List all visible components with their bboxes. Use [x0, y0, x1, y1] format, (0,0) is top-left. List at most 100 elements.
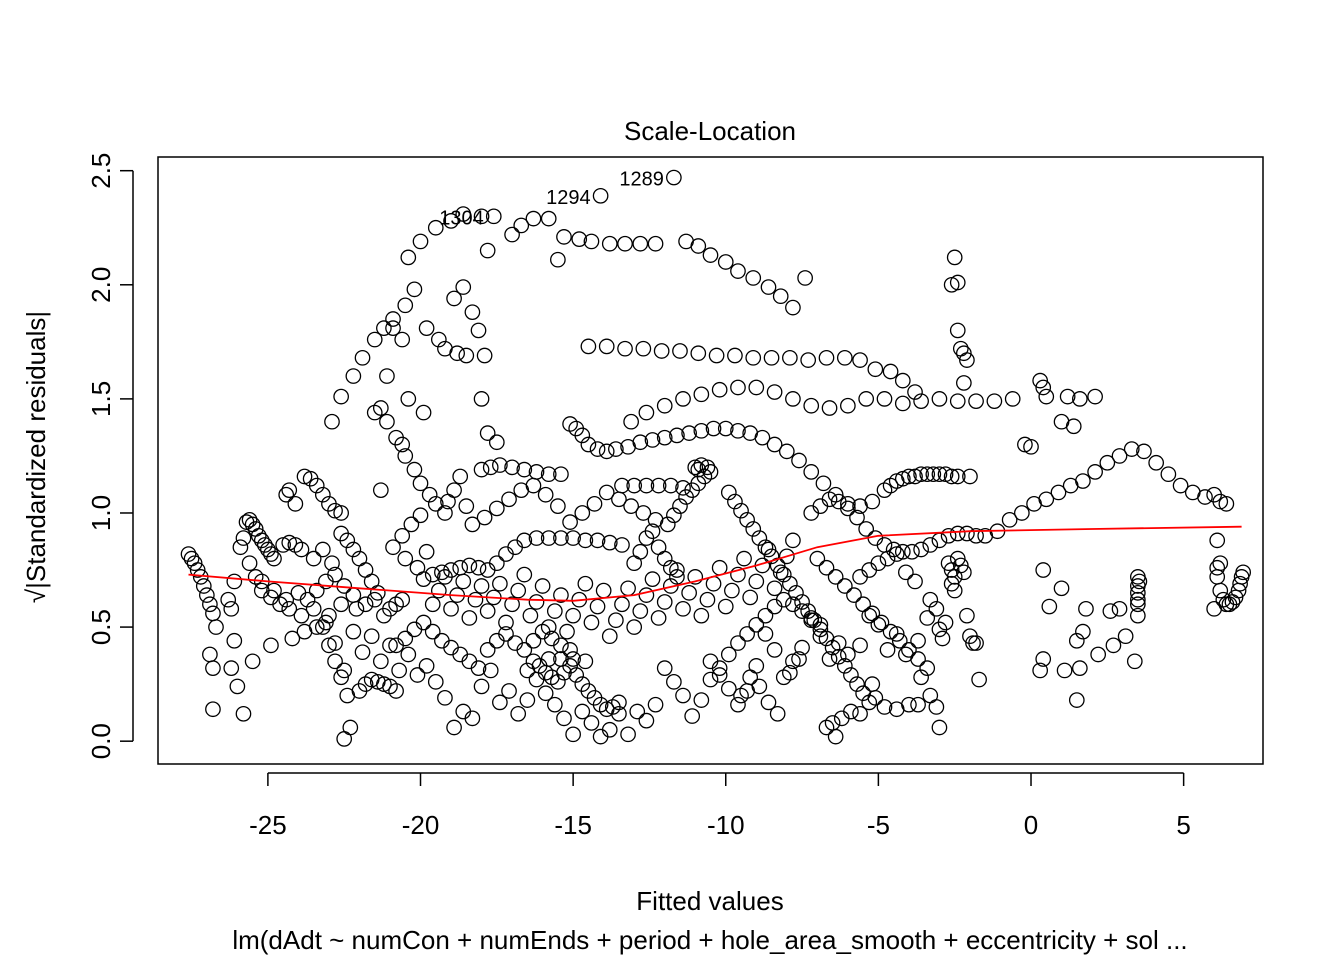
- data-point: [403, 516, 420, 533]
- data-point: [415, 614, 432, 631]
- data-point: [510, 705, 527, 722]
- data-point: [882, 363, 899, 380]
- data-point: [507, 539, 523, 556]
- data-point: [873, 614, 890, 631]
- data-point: [550, 498, 566, 514]
- data-point: [553, 651, 569, 667]
- data-point: [1111, 600, 1128, 617]
- data-point: [949, 393, 966, 410]
- data-point: [205, 660, 221, 677]
- data-point: [669, 427, 685, 444]
- data-point: [546, 603, 563, 619]
- data-point: [730, 422, 746, 439]
- data-point: [488, 632, 505, 649]
- data-point: [336, 731, 353, 747]
- data-point: [278, 486, 295, 503]
- data-point: [693, 607, 710, 624]
- data-point: [794, 603, 810, 619]
- data-point: [565, 607, 581, 624]
- data-point: [775, 591, 792, 608]
- data-point: [574, 505, 591, 521]
- data-point: [846, 587, 862, 603]
- data-point: [635, 340, 652, 357]
- y-tick-label: 0.0: [86, 723, 116, 759]
- data-point: [971, 671, 987, 688]
- data-point: [833, 710, 850, 727]
- data-point: [577, 575, 594, 592]
- data-point: [519, 662, 536, 679]
- data-point: [1038, 388, 1055, 405]
- data-point: [733, 502, 749, 519]
- data-point: [702, 247, 719, 263]
- data-point: [931, 719, 948, 736]
- data-point: [852, 637, 868, 654]
- data-point: [528, 530, 545, 546]
- data-point: [498, 614, 514, 631]
- data-point: [565, 726, 581, 743]
- data-point: [720, 680, 737, 697]
- data-point: [345, 623, 362, 640]
- data-point: [739, 511, 755, 528]
- data-point: [699, 459, 716, 476]
- data-point: [946, 582, 963, 599]
- data-point: [913, 669, 929, 686]
- data-point: [394, 591, 411, 608]
- data-point: [498, 546, 514, 562]
- data-point: [1099, 454, 1116, 471]
- data-point: [1212, 555, 1229, 572]
- data-point: [1050, 484, 1067, 501]
- data-point: [314, 619, 331, 635]
- data-point: [278, 591, 295, 608]
- data-point: [687, 569, 704, 585]
- data-point: [745, 270, 762, 286]
- data-point: [553, 637, 569, 654]
- data-point: [565, 651, 581, 667]
- data-point: [949, 525, 966, 542]
- data-point: [666, 169, 682, 186]
- data-point: [443, 213, 459, 229]
- data-point: [690, 345, 707, 362]
- point-label: 1294: [546, 187, 591, 209]
- data-point: [476, 509, 493, 526]
- data-point: [574, 703, 591, 720]
- data-point: [415, 571, 432, 588]
- data-point: [501, 491, 517, 508]
- data-point: [818, 630, 835, 647]
- data-point: [290, 585, 307, 601]
- data-point: [263, 637, 279, 654]
- data-point: [470, 559, 487, 576]
- data-point: [931, 466, 948, 483]
- data-point: [406, 621, 423, 638]
- data-point: [745, 349, 762, 366]
- data-point: [357, 562, 374, 578]
- data-point: [632, 603, 649, 619]
- data-point: [922, 537, 939, 553]
- data-point: [391, 662, 407, 679]
- data-point: [540, 651, 557, 667]
- data-point: [556, 229, 572, 245]
- data-point: [644, 571, 661, 588]
- data-point: [510, 582, 527, 599]
- plot-frame: [157, 156, 1264, 765]
- data-point: [894, 372, 911, 389]
- data-point: [1032, 372, 1049, 389]
- data-point: [519, 692, 536, 708]
- data-point: [470, 322, 487, 339]
- data-point: [766, 580, 783, 597]
- data-point: [412, 507, 429, 524]
- data-point: [803, 397, 820, 414]
- y-axis-label: √|Standardized residuals|: [21, 311, 51, 603]
- data-point: [501, 683, 517, 699]
- data-point: [1209, 569, 1226, 585]
- data-point: [446, 290, 462, 307]
- data-point: [461, 610, 478, 626]
- data-point: [608, 612, 624, 629]
- data-point: [913, 393, 929, 410]
- data-point: [778, 548, 795, 565]
- data-point: [949, 322, 966, 339]
- data-point: [711, 559, 728, 576]
- data-point: [205, 701, 221, 718]
- data-point: [540, 210, 557, 227]
- data-point: [946, 249, 963, 266]
- data-point: [577, 653, 594, 670]
